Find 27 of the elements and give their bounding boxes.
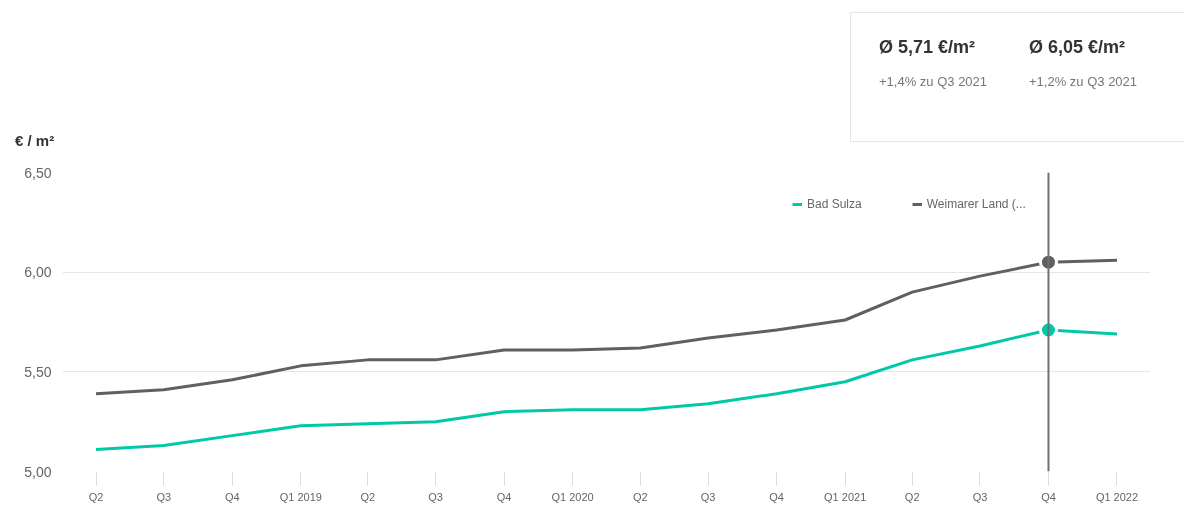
y-tick-label: 6,50 — [24, 164, 52, 181]
text: +1,4% zu Q3 2021 — [879, 72, 989, 91]
x-tick-label: Q1 2021 — [824, 490, 867, 503]
y-tick-label: 5,00 — [24, 463, 52, 480]
x-tick-label: Q2 — [633, 490, 648, 503]
x-tick-label: Q3 — [972, 490, 988, 503]
y-tick-label: 5,50 — [24, 363, 52, 380]
x-tick-label: Q3 — [428, 490, 443, 503]
x-tick-label: Q3 — [156, 490, 172, 503]
text: +1,2% zu Q3 2021 — [1029, 72, 1139, 91]
legend-label: Bad Sulza — [807, 197, 862, 211]
x-tick-label: Q2 — [360, 490, 376, 503]
x-tick-label: Q4 — [496, 490, 512, 503]
x-tick-label: Q1 2019 — [279, 490, 322, 503]
x-tick-label: Q4 — [769, 490, 785, 503]
x-tick-label: Q2 — [88, 490, 104, 503]
x-tick-label: Q1 2020 — [551, 490, 594, 503]
legend-label: Weimarer Land (... — [926, 197, 1026, 211]
x-tick-label: Q1 2022 — [1095, 490, 1139, 503]
x-tick-label: Q4 — [224, 490, 240, 503]
x-tick-label: Q2 — [904, 490, 920, 503]
y-axis-title: € / m² — [15, 131, 55, 151]
x-tick-label: Q4 — [1041, 490, 1056, 503]
x-tick-label: Q3 — [700, 490, 716, 503]
text: Ø 6,05 €/m² — [1029, 36, 1127, 59]
text: Ø 5,71 €/m² — [879, 36, 977, 59]
y-tick-label: 6,00 — [24, 264, 52, 281]
